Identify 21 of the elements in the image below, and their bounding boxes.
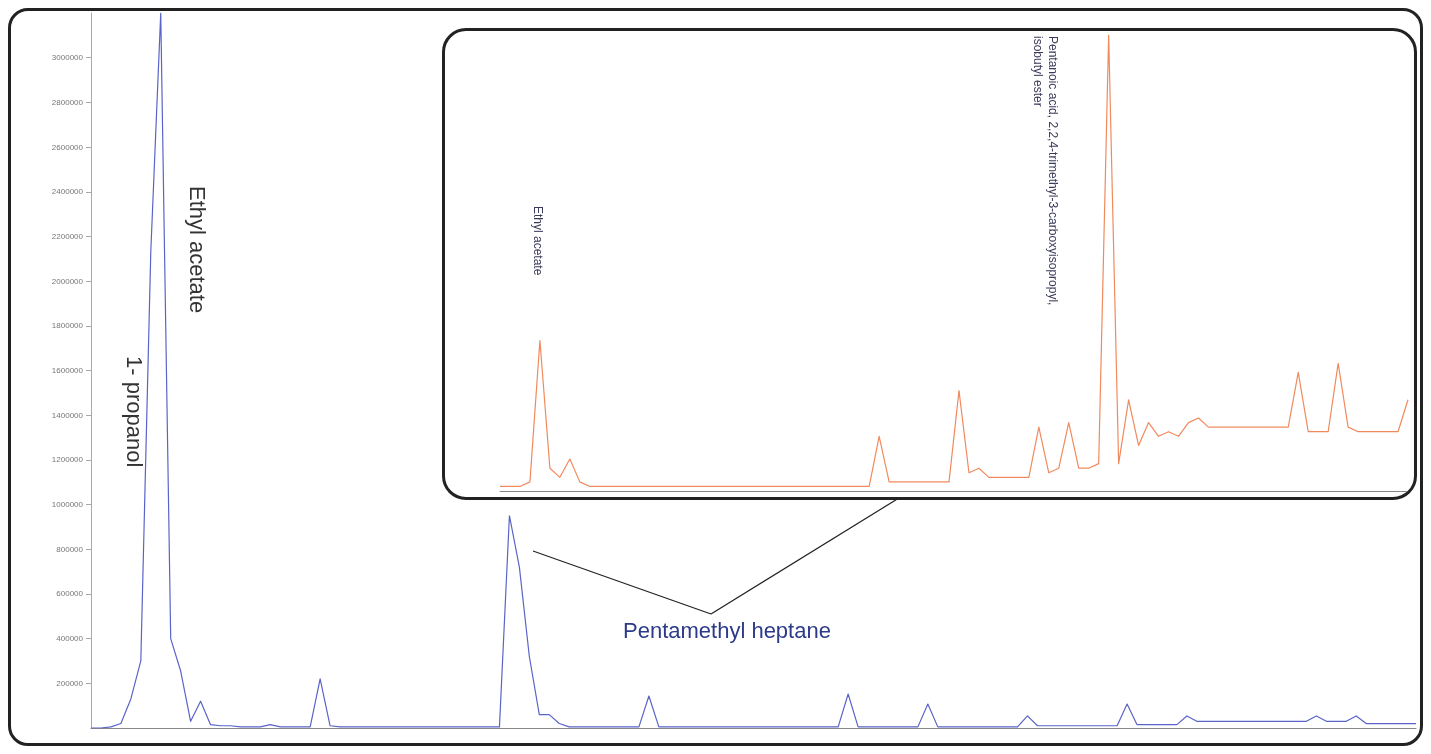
y-tick-label: 2600000: [51, 142, 84, 152]
y-tick-label: 1400000: [51, 410, 84, 420]
y-tick-label: 600000: [56, 589, 84, 599]
y-tick-label: 3000000: [51, 53, 84, 63]
y-tick-label: 400000: [56, 634, 84, 644]
y-tick-label: 2400000: [51, 187, 84, 197]
y-tick-label: 200000: [56, 678, 84, 688]
line-series: [90, 12, 1417, 729]
annotation: Ethyl acetate: [184, 186, 210, 314]
annotation: Pentanoic acid, 2,2,4-trimethyl-3-carboxyisopropyl, isobutyl ester: [1030, 36, 1060, 309]
annotation: Pentamethyl heptane: [623, 617, 831, 643]
annotation: 1- propanol: [121, 356, 147, 468]
y-tick-label: 800000: [56, 544, 84, 554]
y-tick-label: 2800000: [51, 97, 84, 107]
y-tick-label: 2200000: [51, 231, 84, 241]
annotation: Ethyl acetate: [530, 206, 545, 276]
y-tick-label: 2000000: [51, 276, 84, 286]
y-tick-label: 1600000: [51, 366, 84, 375]
y-tick-label: 1000000: [51, 500, 84, 510]
y-tick-label: 1800000: [51, 321, 84, 331]
y-tick-label: 1200000: [51, 455, 84, 465]
